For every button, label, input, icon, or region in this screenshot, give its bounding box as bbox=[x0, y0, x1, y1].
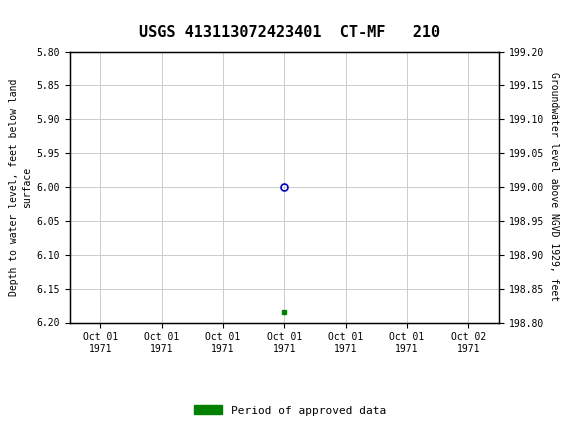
Legend: Period of approved data: Period of approved data bbox=[190, 401, 390, 420]
Y-axis label: Groundwater level above NGVD 1929, feet: Groundwater level above NGVD 1929, feet bbox=[549, 73, 559, 301]
Text: USGS 413113072423401  CT-MF   210: USGS 413113072423401 CT-MF 210 bbox=[139, 25, 441, 40]
Text: USGS: USGS bbox=[32, 9, 83, 27]
Y-axis label: Depth to water level, feet below land
surface: Depth to water level, feet below land su… bbox=[9, 78, 32, 296]
